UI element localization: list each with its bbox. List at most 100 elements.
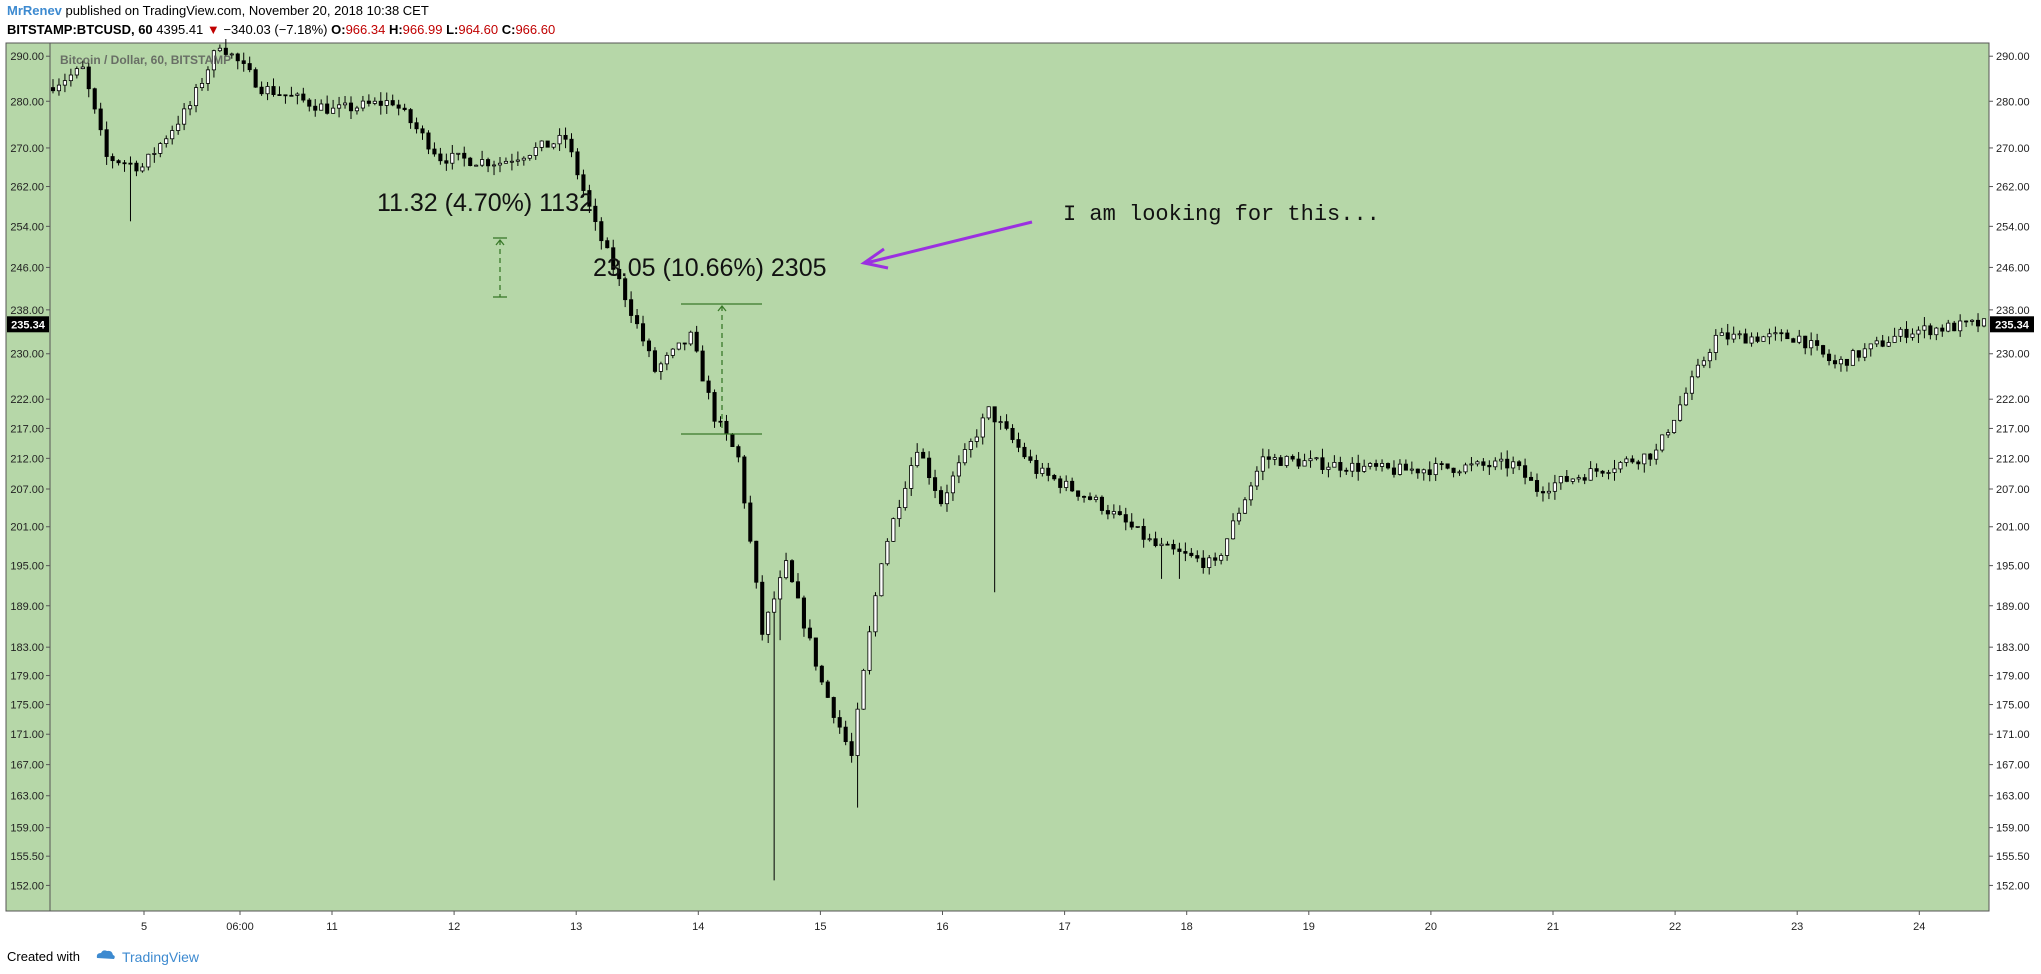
chart-background — [5, 42, 1990, 912]
candle-body — [188, 105, 193, 110]
candle-body — [915, 451, 920, 467]
candle-body — [110, 156, 115, 162]
candle-body — [1266, 456, 1271, 460]
candle-body — [1606, 472, 1611, 474]
candle-body — [1600, 470, 1605, 474]
candle-body — [1618, 462, 1623, 470]
candle-body — [241, 60, 246, 64]
candle-body — [325, 103, 330, 114]
y-tick-label-left: 155.50 — [10, 851, 44, 863]
candle-body — [1934, 327, 1939, 336]
candle-body — [1380, 463, 1385, 467]
candle-body — [128, 162, 133, 165]
y-tick-label-left: 175.00 — [10, 700, 44, 712]
y-tick-label-left: 222.00 — [10, 394, 44, 406]
candle-body — [211, 50, 216, 71]
candle-body — [1242, 499, 1248, 514]
candle-body — [962, 449, 967, 464]
candle-body — [1892, 335, 1897, 343]
candle-body — [1666, 432, 1671, 436]
y-tick-label-right: 163.00 — [1996, 791, 2030, 803]
candle-body — [1415, 468, 1420, 474]
x-tick-label: 16 — [936, 921, 948, 933]
x-tick-label: 21 — [1547, 921, 1559, 933]
candle-body — [307, 99, 312, 107]
tradingview-logo-icon[interactable] — [94, 948, 116, 965]
candle-body — [891, 518, 896, 542]
candle-body — [527, 155, 532, 159]
symbol-name: BITSTAMP:BTCUSD, 60 — [7, 22, 153, 37]
candle-body — [164, 138, 169, 144]
candle-body — [563, 134, 568, 140]
candle-body — [843, 726, 848, 743]
y-tick-label-right: 280.00 — [1996, 96, 2030, 108]
y-tick-label-left: 189.00 — [10, 601, 44, 613]
candle-body — [1201, 557, 1206, 568]
candle-body — [789, 560, 795, 583]
candle-body — [104, 129, 109, 157]
candle-body — [1064, 480, 1069, 488]
candle-body — [1070, 480, 1075, 492]
candle-body — [950, 475, 955, 494]
x-tick-label: 5 — [141, 921, 147, 933]
candle-body — [1356, 462, 1361, 472]
candle-body — [1862, 348, 1867, 358]
candle-body — [378, 100, 383, 106]
candle-body — [652, 350, 657, 372]
price-chart[interactable]: 290.00 280.00 270.00 262.00 254.00 246.00 238.… — [0, 0, 2041, 940]
candle-body — [1338, 462, 1343, 471]
candle-body — [1570, 478, 1575, 482]
candle-body — [1141, 526, 1146, 540]
candle-body — [56, 84, 61, 92]
candle-body — [1856, 350, 1861, 358]
candle-body — [372, 100, 377, 104]
arrow-annotation[interactable] — [860, 220, 1033, 270]
down-arrow-icon: ▼ — [206, 22, 220, 37]
left-price-axis: 290.00 280.00 270.00 262.00 254.00 246.00 238.… — [10, 51, 50, 892]
candle-body — [1076, 490, 1081, 497]
candle-body — [1648, 453, 1653, 460]
candle-body — [1177, 548, 1182, 552]
candle-body — [1713, 334, 1718, 353]
candle-body — [1159, 543, 1164, 547]
candle-body — [1624, 458, 1629, 463]
candle-body — [980, 417, 985, 438]
candle-body — [521, 157, 526, 161]
candle-body — [152, 153, 157, 155]
candle-body — [1582, 477, 1587, 481]
y-tick-label-right: 230.00 — [1996, 349, 2030, 361]
candle-body — [223, 47, 228, 55]
candle-body — [1832, 360, 1838, 365]
candle-body — [1672, 419, 1677, 433]
y-tick-label-right: 167.00 — [1996, 760, 2030, 772]
y-tick-label-right: 238.00 — [1996, 305, 2030, 317]
x-tick-label: 15 — [814, 921, 826, 933]
y-tick-label-right: 270.00 — [1996, 143, 2030, 155]
candle-body — [1469, 463, 1474, 466]
candle-body — [1385, 463, 1391, 469]
candle-body — [849, 741, 854, 756]
candle-body — [1087, 496, 1093, 500]
candle-body — [992, 406, 997, 423]
candle-body — [742, 456, 747, 504]
y-tick-label-left: 230.00 — [10, 349, 44, 361]
measure-tool-1[interactable] — [493, 237, 507, 298]
candle-body — [313, 105, 318, 111]
candle-body — [1725, 332, 1730, 340]
candle-body — [694, 331, 699, 352]
candle-body — [384, 100, 389, 106]
candle-body — [1505, 458, 1510, 469]
author-name[interactable]: MrRenev — [7, 3, 62, 18]
candle-body — [1409, 468, 1414, 471]
price-change: −340.03 (−7.18%) — [223, 22, 328, 37]
candle-body — [253, 69, 258, 88]
candle-body — [497, 162, 503, 166]
tradingview-brand[interactable]: TradingView — [121, 948, 200, 965]
measure-tool-2[interactable] — [681, 303, 762, 435]
candle-body — [1350, 462, 1355, 472]
candle-body — [724, 420, 729, 435]
candle-body — [277, 94, 282, 96]
candle-body — [432, 148, 437, 155]
candle-body — [1421, 469, 1426, 474]
candle-body — [319, 103, 324, 111]
